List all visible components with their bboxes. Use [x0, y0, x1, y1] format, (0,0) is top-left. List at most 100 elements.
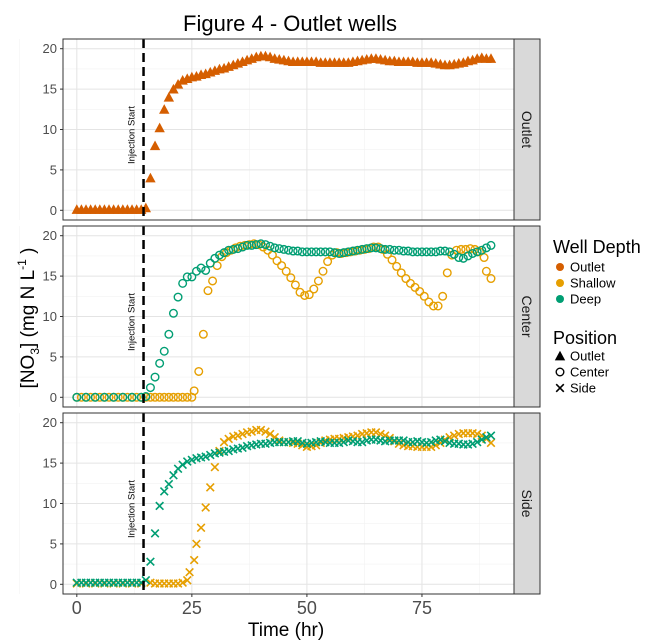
legend-key-depth	[556, 295, 564, 303]
data-point	[436, 438, 445, 448]
legend-label-depth: Shallow	[570, 276, 616, 291]
data-point	[274, 244, 284, 254]
data-point	[238, 443, 247, 453]
major-gridlines	[63, 413, 514, 594]
data-point	[385, 433, 395, 443]
data-point	[196, 263, 206, 273]
legend-key-position	[555, 367, 565, 377]
data-point	[442, 268, 452, 278]
data-point	[196, 523, 206, 533]
y-tick-label: 20	[43, 415, 57, 430]
data-point	[205, 450, 215, 460]
data-point	[415, 286, 425, 296]
y-axis-title-post: )	[18, 248, 39, 260]
data-point	[293, 436, 303, 446]
y-axis-title-mid: ] (mg N L	[18, 270, 39, 348]
data-point	[323, 257, 333, 267]
data-point	[293, 246, 303, 256]
data-point	[297, 247, 307, 257]
legend-key-depth	[556, 279, 564, 287]
legend-label-depth: Outlet	[570, 260, 605, 275]
data-point	[146, 557, 155, 567]
data-point	[210, 462, 220, 472]
y-tick-label: 5	[50, 162, 57, 177]
facet-strip	[513, 225, 541, 408]
data-point	[150, 529, 160, 538]
data-point	[178, 278, 188, 288]
data-point	[136, 392, 146, 402]
data-point	[325, 247, 335, 257]
data-point	[309, 284, 319, 294]
data-point	[343, 247, 353, 257]
panels: 0 5 10 15 20 Injection Start Outlet 0 5 10 15 20 Inj…	[18, 38, 541, 618]
panel-side: 0 5 10 15 20 Injection Start Side 0 25 50 75	[18, 412, 541, 618]
data-point	[173, 392, 183, 402]
data-point	[353, 245, 363, 255]
data-point	[399, 246, 409, 256]
data-point	[357, 244, 367, 254]
data-point	[90, 392, 100, 402]
y-tick-label: 0	[50, 577, 57, 592]
data-point	[237, 242, 247, 252]
data-point	[168, 83, 179, 94]
data-point	[159, 392, 169, 402]
data-point	[182, 392, 192, 402]
data-point	[224, 434, 234, 444]
data-point	[173, 292, 183, 302]
data-point	[486, 240, 496, 250]
data-point	[72, 392, 82, 402]
data-point	[486, 274, 496, 284]
data-point	[389, 245, 399, 255]
data-point	[428, 301, 438, 311]
y-axis-title-sup: -1	[15, 259, 29, 270]
data-point	[154, 122, 165, 133]
data-point	[265, 429, 275, 439]
data-point	[205, 482, 215, 492]
data-point	[382, 249, 392, 259]
data-point	[392, 261, 402, 271]
data-point	[339, 248, 349, 258]
data-point	[205, 258, 215, 268]
data-point	[141, 391, 151, 401]
data-point	[387, 255, 397, 265]
legend-title-position: Position	[553, 328, 617, 348]
y-tick-label: 15	[43, 456, 57, 471]
data-point	[189, 555, 199, 565]
data-point	[486, 431, 496, 440]
data-point	[159, 104, 170, 114]
data-point	[182, 457, 192, 466]
data-point	[286, 273, 296, 283]
data-point	[118, 392, 128, 402]
panel-center: 0 5 10 15 20 Injection Start Center	[18, 225, 541, 408]
data-point	[86, 392, 96, 402]
panel-outlet: 0 5 10 15 20 Injection Start Outlet	[18, 38, 541, 221]
legend-label-position: Center	[570, 365, 610, 380]
data-point	[479, 253, 489, 263]
legend: Well DepthOutletShallowDeepPositionOutle…	[553, 237, 641, 396]
y-tick-label: 20	[43, 228, 57, 243]
data-point	[371, 428, 381, 437]
data-point	[316, 247, 326, 257]
series-deep	[72, 239, 496, 402]
data-point	[435, 246, 445, 256]
data-point	[482, 432, 491, 442]
data-point	[440, 246, 450, 256]
data-point	[247, 240, 257, 250]
data-point	[185, 567, 194, 577]
data-point	[187, 272, 197, 282]
data-point	[104, 392, 114, 402]
legend-label-position: Outlet	[570, 349, 605, 364]
data-point	[238, 429, 247, 439]
data-point	[233, 431, 243, 440]
data-point	[247, 427, 257, 436]
data-point	[320, 247, 330, 257]
data-point	[417, 247, 427, 257]
data-point	[412, 247, 422, 257]
data-point	[182, 272, 192, 282]
data-point	[318, 266, 328, 276]
data-point	[155, 501, 165, 511]
data-point	[419, 291, 429, 301]
data-point	[366, 243, 376, 253]
facet-strip-label: Center	[519, 295, 535, 337]
data-point	[182, 575, 192, 585]
